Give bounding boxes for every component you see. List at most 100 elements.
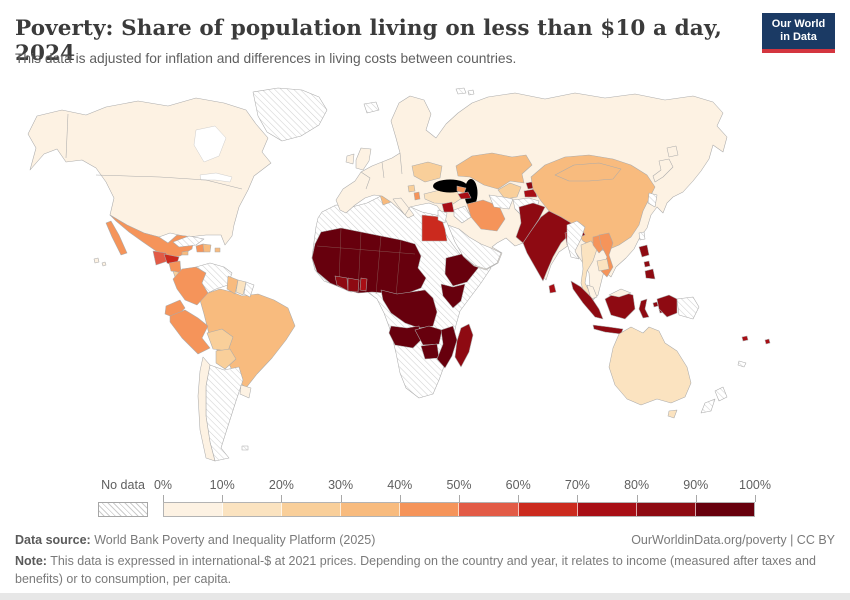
region-drc[interactable] xyxy=(380,289,438,329)
owid-logo-line2: in Data xyxy=(780,31,817,43)
legend-tick-label: 50% xyxy=(446,478,472,492)
legend-segment-50%-60%[interactable] xyxy=(459,503,519,516)
legend-nodata-label: No data xyxy=(101,478,145,492)
region-ireland[interactable] xyxy=(345,153,355,165)
region-malaysia-borneo[interactable] xyxy=(608,288,632,298)
region-ghana[interactable] xyxy=(347,277,360,293)
region-iraq[interactable] xyxy=(453,205,472,224)
legend-tick-label: 100% xyxy=(739,478,771,492)
region-kazakhstan[interactable] xyxy=(455,152,533,190)
region-japan[interactable] xyxy=(652,145,679,183)
page-subtitle: This data is adjusted for inflation and … xyxy=(15,51,517,66)
region-mongolia[interactable] xyxy=(554,162,622,182)
region-french-guiana[interactable] xyxy=(243,281,255,298)
footer-link[interactable]: OurWorldinData.org/poverty | CC BY xyxy=(631,533,835,547)
region-peru[interactable] xyxy=(169,309,211,355)
alaska-border xyxy=(65,113,69,159)
region-cote-divoire[interactable] xyxy=(334,275,349,292)
world-map-svg xyxy=(27,87,771,462)
region-suriname[interactable] xyxy=(235,279,247,296)
region-malaysia-peninsula[interactable] xyxy=(586,284,598,300)
region-tasmania[interactable] xyxy=(667,409,678,419)
bottom-strip xyxy=(0,593,850,600)
region-bolivia[interactable] xyxy=(206,328,234,352)
region-chile[interactable] xyxy=(197,356,216,462)
legend-tick-mark xyxy=(695,495,697,502)
region-angola[interactable] xyxy=(388,325,422,349)
region-argentina[interactable] xyxy=(205,364,244,462)
region-mozambique-malawi[interactable] xyxy=(436,325,458,369)
region-armenia-azerbaijan[interactable] xyxy=(457,191,472,200)
region-uruguay[interactable] xyxy=(239,384,252,399)
owid-logo[interactable]: Our World in Data xyxy=(762,13,835,53)
region-australia[interactable] xyxy=(608,326,692,406)
region-cambodia[interactable] xyxy=(596,258,610,272)
region-korea[interactable] xyxy=(647,192,658,208)
region-arabian-peninsula[interactable] xyxy=(447,224,502,270)
legend-segment-10%-20%[interactable] xyxy=(223,503,283,516)
map-legend: No data 0% 10% 20% 30% 40% 50% 60% 70% 80% 90% 100… xyxy=(98,478,771,518)
region-syria[interactable] xyxy=(441,201,455,213)
region-dominican-republic[interactable] xyxy=(202,243,212,253)
data-source-line: Data source: World Bank Poverty and Ineq… xyxy=(15,533,375,547)
data-source-text: World Bank Poverty and Inequality Platfo… xyxy=(90,533,376,547)
region-puerto-rico[interactable] xyxy=(214,247,221,253)
region-turkmenistan[interactable] xyxy=(488,194,514,210)
legend-nodata-swatch[interactable] xyxy=(98,502,148,517)
region-new-zealand[interactable] xyxy=(700,386,728,414)
region-greenland[interactable] xyxy=(252,87,328,142)
legend-tick-mark xyxy=(340,495,342,502)
legend-tick-label: 0% xyxy=(153,478,173,492)
region-hawaii[interactable] xyxy=(93,257,107,267)
region-iran[interactable] xyxy=(466,199,506,232)
region-uk[interactable] xyxy=(355,147,372,171)
legend-segment-90%-100%[interactable] xyxy=(695,503,754,516)
region-cuba[interactable] xyxy=(172,235,205,248)
region-baja-california[interactable] xyxy=(105,220,128,256)
region-jamaica[interactable] xyxy=(181,250,189,256)
region-zambia[interactable] xyxy=(414,325,443,346)
region-new-caledonia[interactable] xyxy=(737,360,747,368)
region-taiwan[interactable] xyxy=(638,231,646,241)
region-benin-togo[interactable] xyxy=(359,277,368,292)
region-north-america[interactable] xyxy=(27,97,272,246)
legend-segment-60%-70%[interactable] xyxy=(518,503,578,516)
great-lakes xyxy=(199,172,233,183)
region-albania[interactable] xyxy=(413,191,421,201)
region-indonesia-papua[interactable] xyxy=(656,294,678,318)
region-ukraine[interactable] xyxy=(411,161,443,183)
legend-segment-40%-50%[interactable] xyxy=(400,503,460,516)
region-indonesia-java[interactable] xyxy=(592,324,624,335)
region-paraguay[interactable] xyxy=(215,348,237,370)
region-madagascar[interactable] xyxy=(454,323,474,368)
region-myanmar[interactable] xyxy=(566,220,586,260)
owid-logo-line1: Our World xyxy=(771,17,826,30)
region-philippines[interactable] xyxy=(638,244,656,280)
region-fiji-vanuatu[interactable] xyxy=(741,335,771,345)
region-svalbard[interactable] xyxy=(455,87,475,96)
region-papua-new-guinea[interactable] xyxy=(676,296,700,320)
legend-segment-80%-90%[interactable] xyxy=(636,503,696,516)
region-israel-jordan[interactable] xyxy=(437,209,448,224)
region-indonesia-sumatra[interactable] xyxy=(570,280,604,320)
legend-nodata-block[interactable]: No data xyxy=(98,478,148,517)
region-venezuela[interactable] xyxy=(195,262,233,294)
legend-tick-mark xyxy=(755,495,756,502)
region-haiti[interactable] xyxy=(195,243,205,253)
region-falkland-islands[interactable] xyxy=(241,445,249,451)
legend-segment-20%-30%[interactable] xyxy=(282,503,342,516)
region-kenya-uganda[interactable] xyxy=(440,283,466,309)
legend-segment-0%-10%[interactable] xyxy=(164,503,224,516)
region-indonesia-sulawesi[interactable] xyxy=(638,298,650,319)
region-sri-lanka[interactable] xyxy=(548,283,557,294)
region-guyana[interactable] xyxy=(226,275,239,295)
legend-segment-30%-40%[interactable] xyxy=(341,503,401,516)
region-iceland[interactable] xyxy=(363,101,380,114)
caspian-sea xyxy=(464,179,478,207)
region-vietnam[interactable] xyxy=(598,232,614,278)
europe-internal-borders xyxy=(360,152,403,190)
legend-tick-label: 60% xyxy=(505,478,531,492)
region-tajikistan[interactable] xyxy=(523,188,538,198)
region-bosnia[interactable] xyxy=(407,184,416,193)
legend-segment-70%-80%[interactable] xyxy=(577,503,637,516)
